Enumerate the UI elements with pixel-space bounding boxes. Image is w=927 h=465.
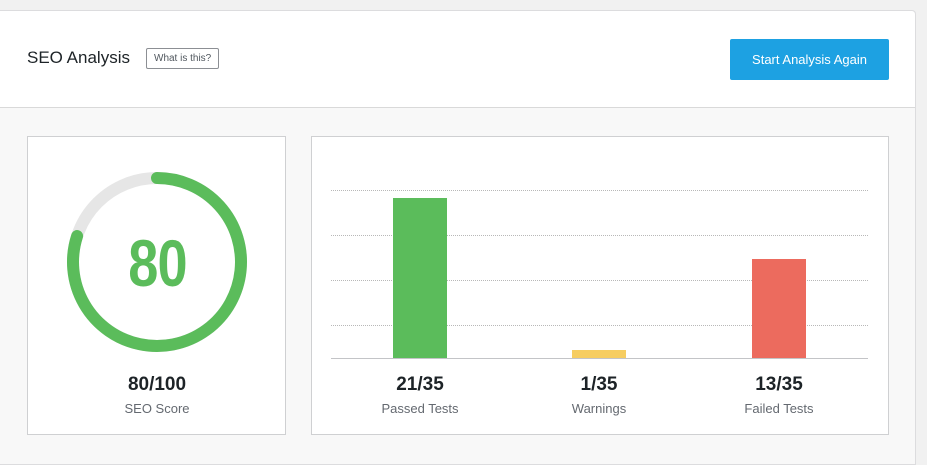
grid-line — [331, 190, 868, 191]
gauge-progress-arc — [67, 172, 247, 352]
panel-header: SEO Analysis What is this? Start Analysi… — [0, 11, 915, 108]
start-analysis-again-button[interactable]: Start Analysis Again — [730, 39, 889, 80]
test-results-chart: 21/35 Passed Tests 1/35 Warnings 13/35 F… — [311, 136, 889, 435]
seo-score-label: SEO Score — [124, 401, 190, 416]
failed-tests-label: Failed Tests — [744, 401, 814, 416]
seo-score-fraction: 80/100 — [127, 374, 187, 395]
seo-score-value: 80 — [128, 226, 187, 300]
passed-tests-bar — [393, 198, 447, 358]
what-is-this-button[interactable]: What is this? — [146, 48, 220, 69]
x-axis — [331, 358, 868, 359]
seo-analysis-panel: SEO Analysis What is this? Start Analysi… — [0, 10, 916, 465]
grid-line — [331, 325, 868, 326]
warnings-count: 1/35 — [580, 374, 618, 395]
failed-tests-count: 13/35 — [755, 374, 803, 395]
page-title: SEO Analysis — [27, 48, 130, 67]
warnings-label: Warnings — [571, 401, 627, 416]
grid-line — [331, 280, 868, 281]
passed-tests-count: 21/35 — [396, 374, 444, 395]
seo-score-card: 80 80/100 SEO Score — [27, 136, 286, 435]
failed-tests-bar — [752, 259, 806, 358]
seo-score-gauge — [67, 172, 247, 352]
passed-tests-label: Passed Tests — [381, 401, 459, 416]
grid-line — [331, 235, 868, 236]
warnings-bar — [572, 350, 626, 358]
